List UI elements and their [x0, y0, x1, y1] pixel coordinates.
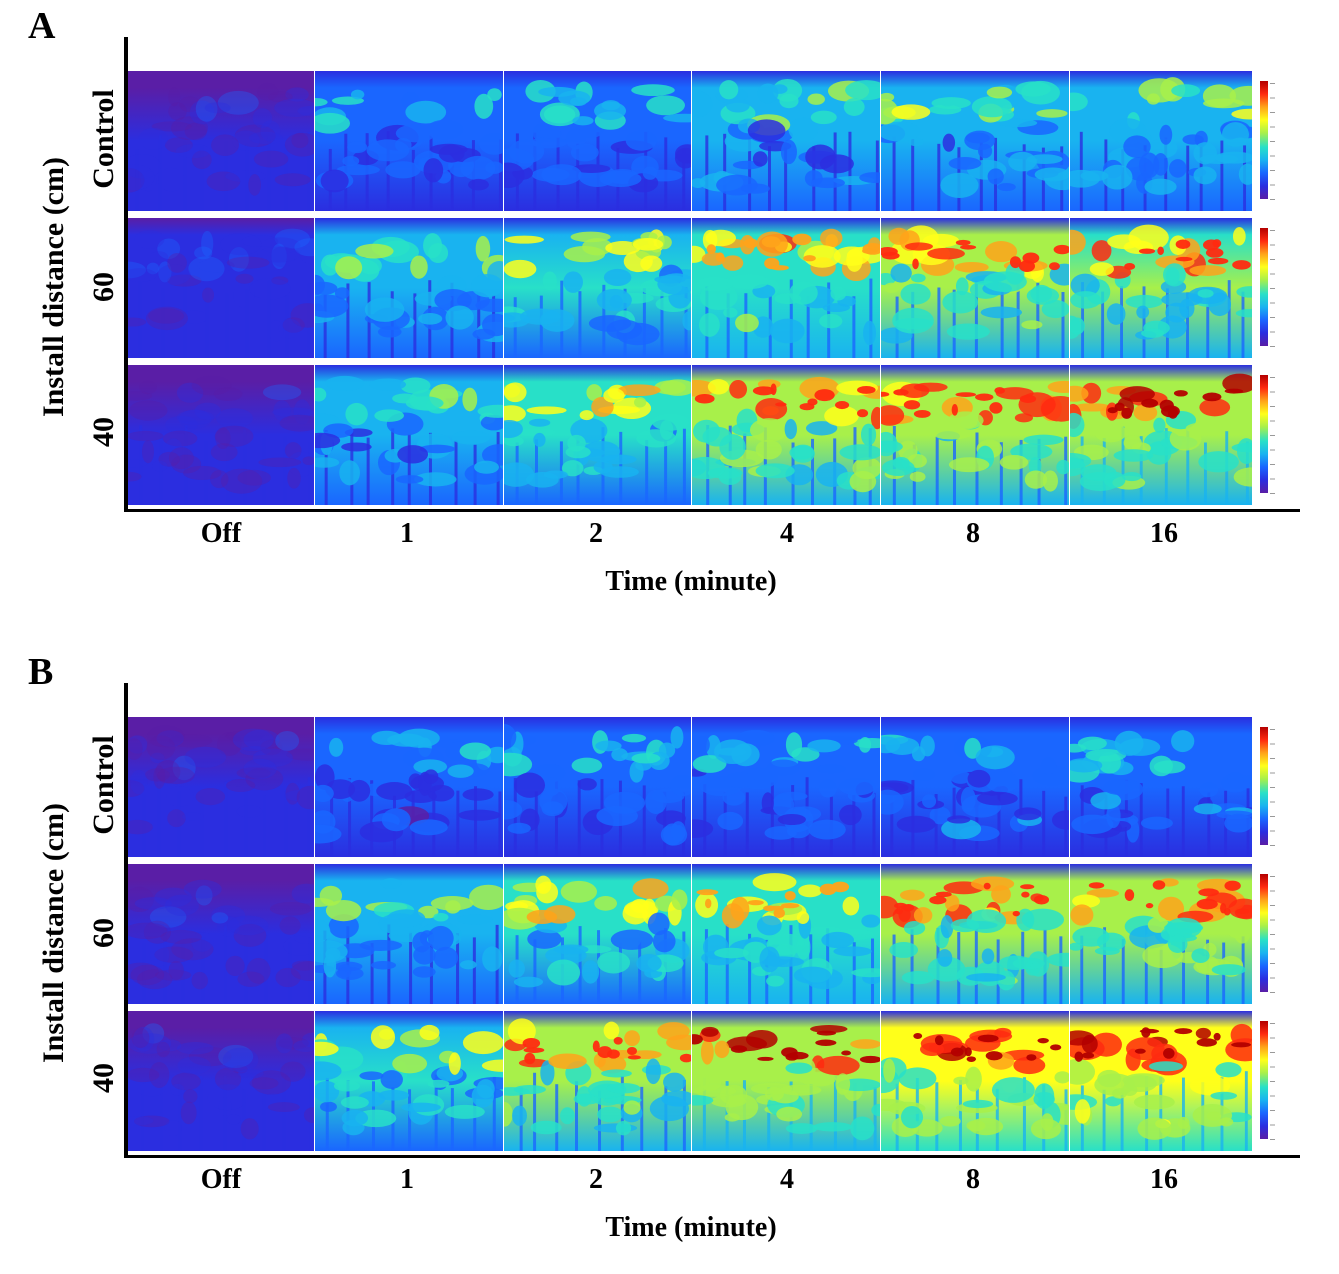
y-axis-title: Install distance (cm): [37, 803, 70, 1063]
thermal-image: [692, 365, 880, 505]
x-tick-16: 16: [1150, 518, 1178, 549]
thermal-image: [1070, 1011, 1252, 1151]
image-row-control: [128, 71, 1278, 211]
thermal-image: [1070, 71, 1252, 211]
x-tick-4: 4: [780, 518, 794, 549]
thermal-image: [128, 717, 314, 857]
row-label-60: 60: [87, 272, 120, 302]
thermal-image: [881, 71, 1069, 211]
panel-b: B Install distance (cm) Control 60 40 Of…: [0, 646, 1339, 1274]
thermal-image: [692, 717, 880, 857]
x-tick-2: 2: [589, 518, 603, 549]
image-row-60: [128, 864, 1278, 1004]
temperature-color-scale: [1258, 369, 1278, 499]
thermal-image: [1070, 365, 1252, 505]
thermal-image: [692, 864, 880, 1004]
thermal-image: [315, 365, 503, 505]
thermal-image: [128, 864, 314, 1004]
thermal-image: [881, 365, 1069, 505]
x-tick-off: Off: [200, 1164, 242, 1195]
temperature-color-scale: [1258, 1015, 1278, 1145]
row-label-40: 40: [87, 417, 120, 447]
x-tick-2: 2: [589, 1164, 603, 1195]
row-separator: [128, 1005, 1258, 1011]
temperature-color-scale: [1258, 222, 1278, 352]
temperature-color-scale: [1258, 721, 1278, 851]
x-axis-title: Time (minute): [605, 1212, 777, 1243]
row-separator: [128, 359, 1258, 365]
y-axis-line: [124, 37, 128, 511]
x-tick-8: 8: [966, 1164, 980, 1195]
panel-letter: A: [28, 5, 56, 47]
temperature-color-scale: [1258, 868, 1278, 998]
image-row-40: [128, 1011, 1278, 1151]
image-row-60: [128, 218, 1278, 358]
thermal-image: [1070, 717, 1252, 857]
x-tick-1: 1: [400, 1164, 414, 1195]
thermal-image: [504, 71, 691, 211]
thermal-image: [692, 1011, 880, 1151]
temperature-color-scale: [1258, 75, 1278, 205]
thermal-image: [504, 365, 691, 505]
panel-a: A Install distance (cm) Control 60 40 Of…: [0, 0, 1339, 628]
row-separator: [128, 858, 1258, 864]
thermal-image: [315, 717, 503, 857]
thermal-image: [881, 717, 1069, 857]
thermal-image: [1070, 864, 1252, 1004]
y-axis-line: [124, 683, 128, 1157]
x-axis-line: [124, 1155, 1300, 1158]
thermal-image: [881, 1011, 1069, 1151]
x-tick-8: 8: [966, 518, 980, 549]
panel-letter: B: [28, 651, 54, 693]
thermal-image: [881, 218, 1069, 358]
thermal-image-grid: [128, 717, 1278, 1155]
image-row-control: [128, 717, 1278, 857]
x-tick-off: Off: [200, 518, 242, 549]
thermal-image: [315, 218, 503, 358]
image-row-40: [128, 365, 1278, 505]
row-label-control: Control: [87, 89, 120, 189]
thermal-image: [128, 1011, 314, 1151]
thermal-image: [504, 218, 691, 358]
thermal-image: [128, 218, 314, 358]
x-tick-16: 16: [1150, 1164, 1178, 1195]
thermal-image-grid: [128, 71, 1278, 509]
y-axis-title: Install distance (cm): [37, 157, 70, 417]
x-tick-1: 1: [400, 518, 414, 549]
thermal-image: [315, 1011, 503, 1151]
x-axis-line: [124, 509, 1300, 512]
x-tick-4: 4: [780, 1164, 794, 1195]
thermal-image: [128, 71, 314, 211]
thermal-image: [692, 71, 880, 211]
thermal-image: [315, 71, 503, 211]
row-label-40: 40: [87, 1063, 120, 1093]
row-label-60: 60: [87, 918, 120, 948]
row-separator: [128, 212, 1258, 218]
thermal-image: [1070, 218, 1252, 358]
thermal-image: [128, 365, 314, 505]
thermal-image: [692, 218, 880, 358]
x-axis-title: Time (minute): [605, 566, 777, 597]
thermal-image: [504, 717, 691, 857]
row-label-control: Control: [87, 735, 120, 835]
thermal-image: [504, 1011, 691, 1151]
thermal-image: [504, 864, 691, 1004]
thermal-image: [315, 864, 503, 1004]
thermal-image: [881, 864, 1069, 1004]
